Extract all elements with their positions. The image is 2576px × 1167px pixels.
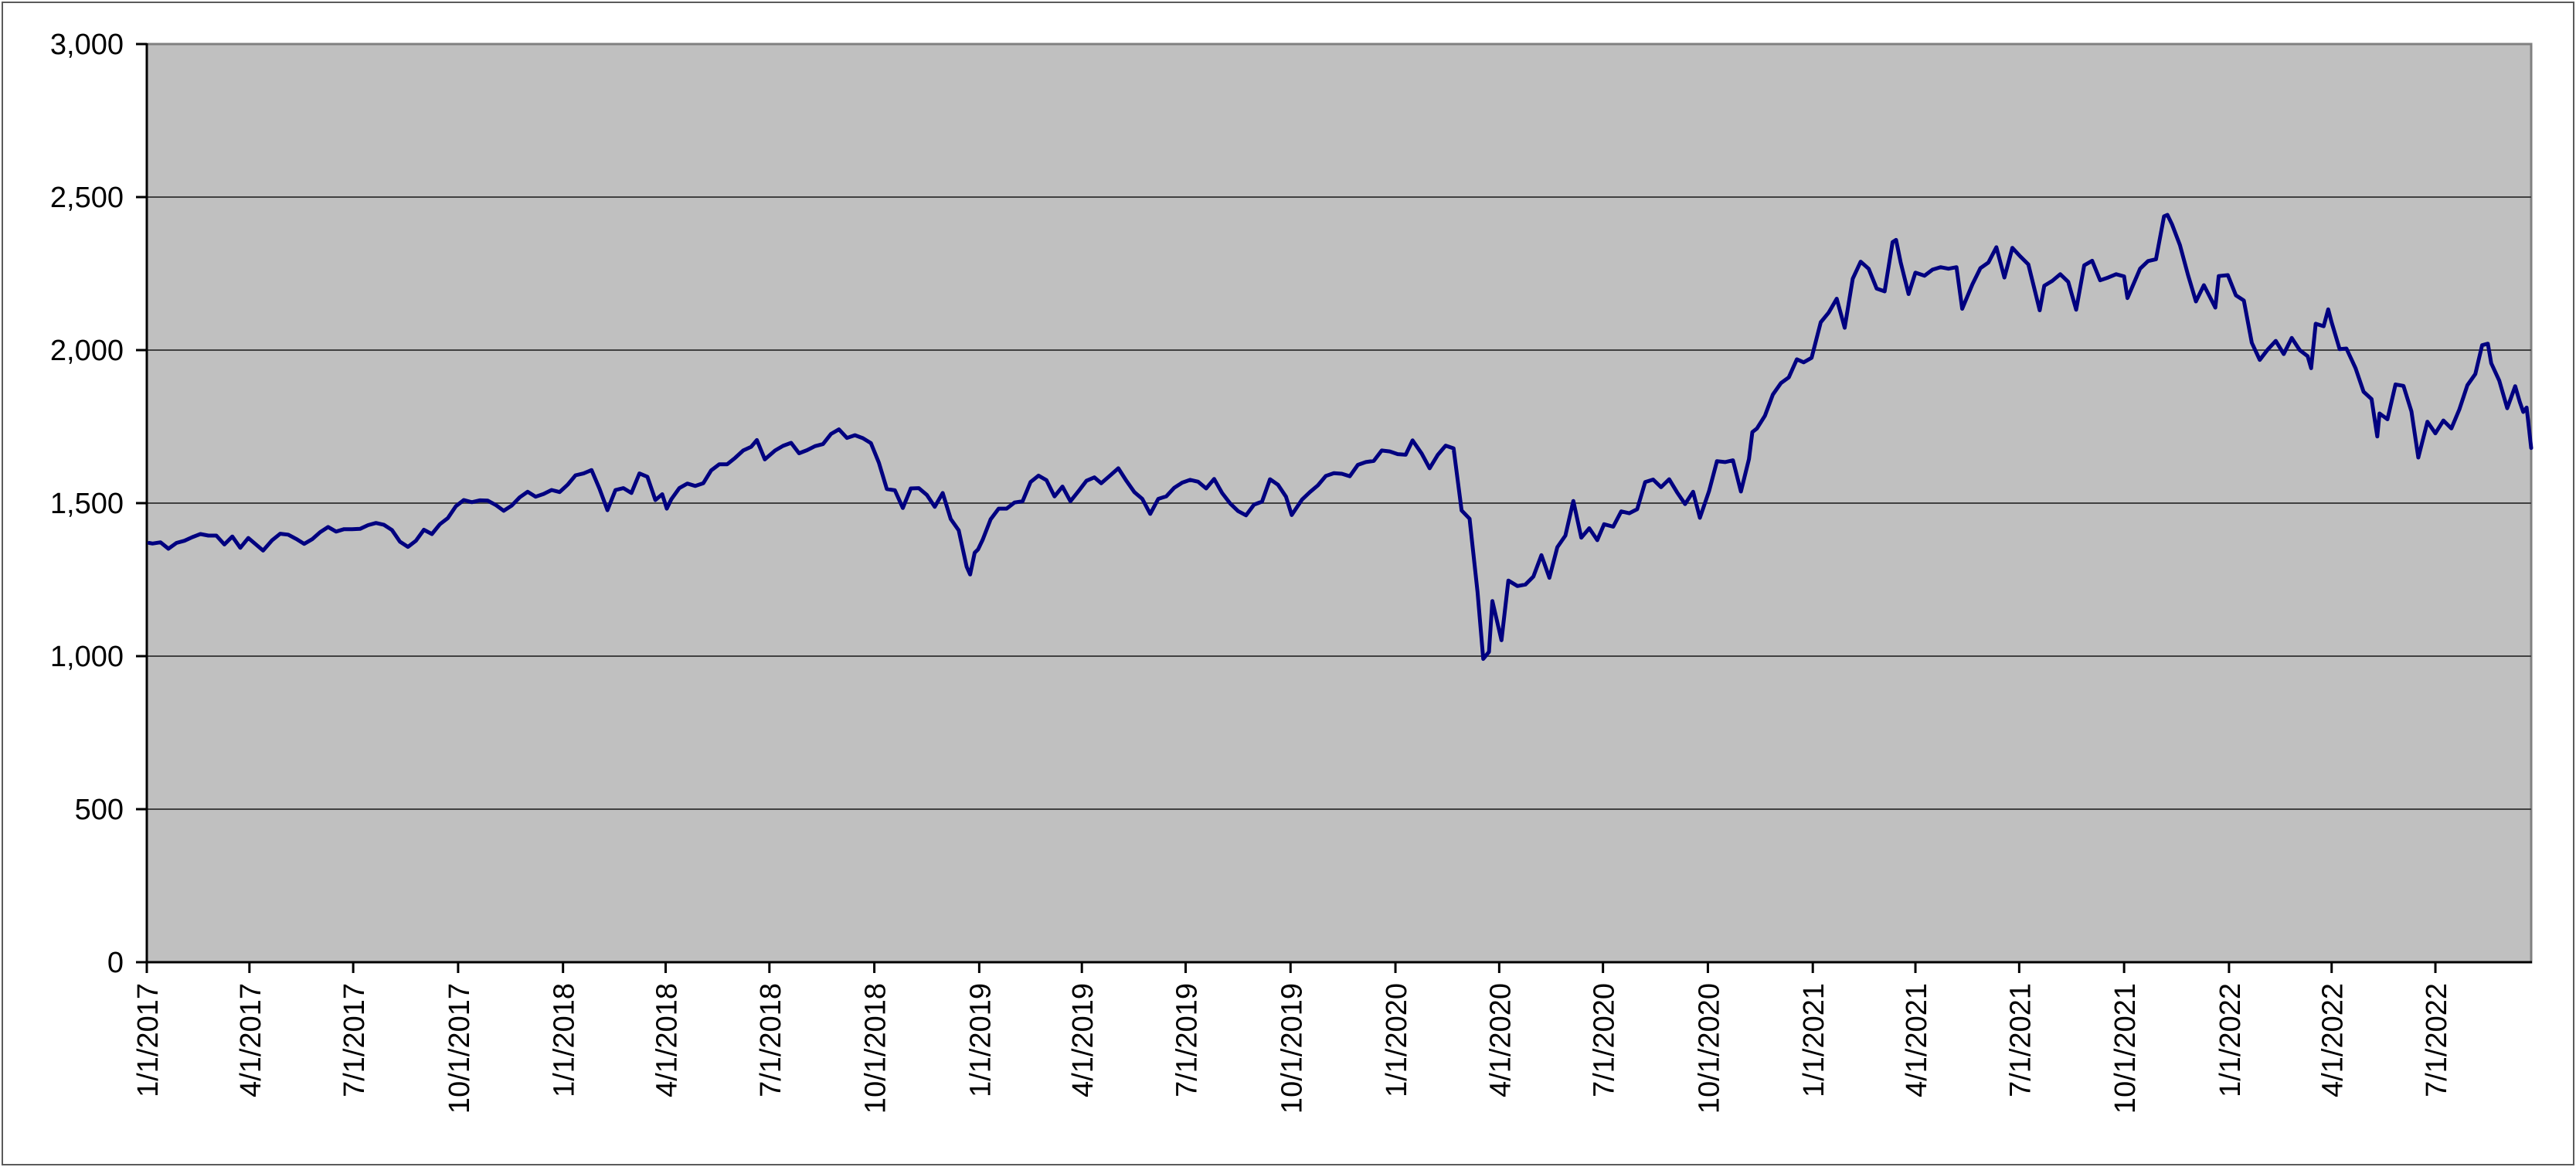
x-axis-label: 10/1/2021: [2109, 983, 2142, 1114]
x-axis-label: 7/1/2021: [2004, 983, 2037, 1097]
x-axis-label: 1/1/2020: [1381, 983, 1413, 1097]
x-axis-label: 7/1/2020: [1589, 983, 1621, 1097]
x-axis-label: 1/1/2021: [1798, 983, 1830, 1097]
x-axis-label: 7/1/2019: [1171, 983, 1203, 1097]
x-axis-label: 4/1/2018: [651, 983, 684, 1097]
x-axis-label: 4/1/2020: [1484, 983, 1517, 1097]
y-axis-label: 1,500: [50, 488, 124, 520]
x-axis-label: 1/1/2017: [132, 983, 165, 1097]
x-axis-label: 7/1/2022: [2421, 983, 2453, 1097]
y-axis-label: 0: [107, 947, 124, 979]
x-axis-label: 1/1/2019: [964, 983, 997, 1097]
x-axis-label: 7/1/2017: [338, 983, 371, 1097]
x-axis-label: 4/1/2017: [235, 983, 267, 1097]
x-axis-label: 10/1/2019: [1276, 983, 1308, 1114]
x-axis-label: 4/1/2019: [1067, 983, 1099, 1097]
y-axis-label: 2,000: [50, 335, 124, 367]
y-axis-label: 1,000: [50, 641, 124, 673]
y-axis-label: 3,000: [50, 29, 124, 61]
x-axis-label: 10/1/2018: [860, 983, 892, 1114]
x-axis-label: 4/1/2021: [1901, 983, 1933, 1097]
x-axis-label: 4/1/2022: [2317, 983, 2350, 1097]
y-axis-label: 500: [75, 794, 124, 826]
x-axis-label: 10/1/2017: [443, 983, 476, 1114]
x-axis-label: 1/1/2018: [549, 983, 581, 1097]
x-axis-label: 1/1/2022: [2214, 983, 2247, 1097]
y-axis-label: 2,500: [50, 182, 124, 214]
x-axis-label: 7/1/2018: [755, 983, 787, 1097]
price-line: [147, 213, 2534, 662]
x-axis-label: 10/1/2020: [1693, 983, 1725, 1114]
